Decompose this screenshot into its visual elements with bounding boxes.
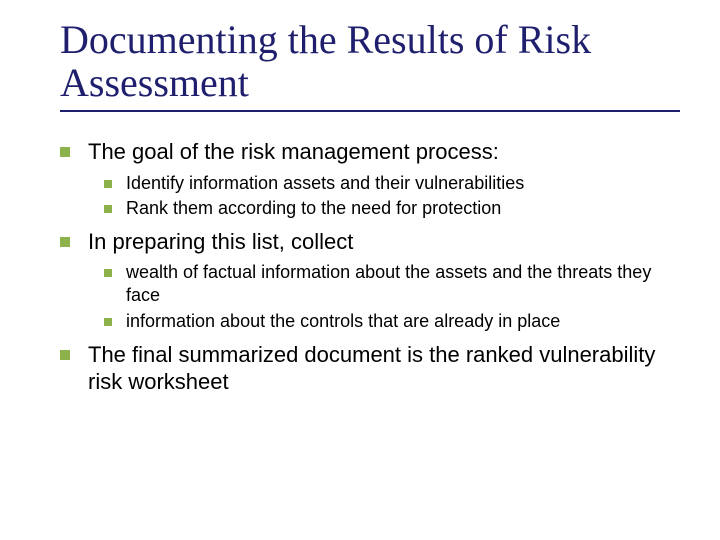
- square-bullet-icon: [104, 205, 112, 213]
- bullet-text: information about the controls that are …: [126, 310, 680, 333]
- bullet-text: The final summarized document is the ran…: [88, 341, 680, 396]
- bullet-text: Identify information assets and their vu…: [126, 172, 680, 195]
- bullet-text: In preparing this list, collect: [88, 228, 680, 256]
- title-underline: [60, 110, 680, 112]
- bullet-text: The goal of the risk management process:: [88, 138, 680, 166]
- bullet-lvl1: In preparing this list, collect: [60, 228, 680, 256]
- square-bullet-icon: [104, 318, 112, 326]
- bullet-lvl2: wealth of factual information about the …: [104, 261, 680, 307]
- bullet-text: wealth of factual information about the …: [126, 261, 680, 307]
- slide-title: Documenting the Results of Risk Assessme…: [60, 18, 680, 104]
- square-bullet-icon: [60, 350, 70, 360]
- bullet-lvl2: information about the controls that are …: [104, 310, 680, 333]
- bullet-text: Rank them according to the need for prot…: [126, 197, 680, 220]
- bullet-lvl2: Rank them according to the need for prot…: [104, 197, 680, 220]
- bullet-lvl1: The goal of the risk management process:: [60, 138, 680, 166]
- bullet-lvl2: Identify information assets and their vu…: [104, 172, 680, 195]
- bullet-lvl1: The final summarized document is the ran…: [60, 341, 680, 396]
- square-bullet-icon: [60, 237, 70, 247]
- slide: Documenting the Results of Risk Assessme…: [0, 0, 720, 540]
- square-bullet-icon: [104, 180, 112, 188]
- square-bullet-icon: [104, 269, 112, 277]
- square-bullet-icon: [60, 147, 70, 157]
